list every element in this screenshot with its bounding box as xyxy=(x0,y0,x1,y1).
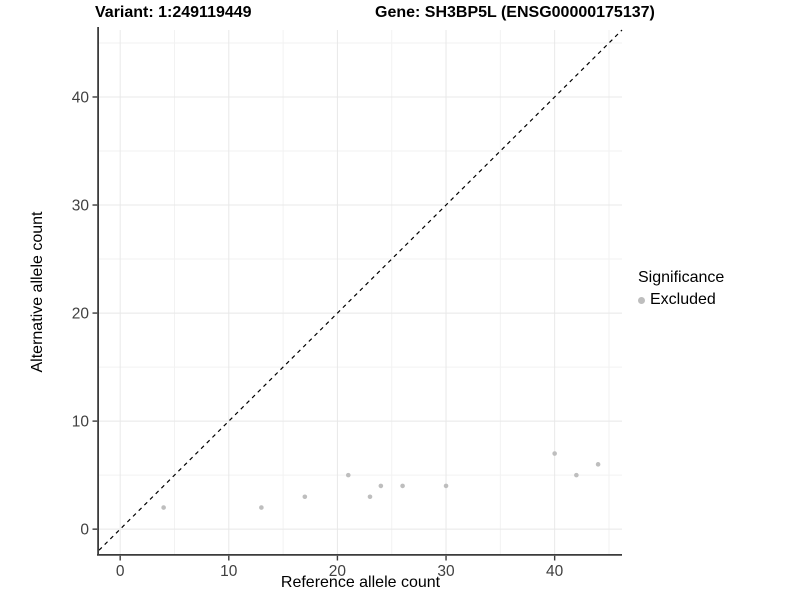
y-tick-label: 10 xyxy=(72,414,90,431)
y-tick-label: 20 xyxy=(72,306,90,323)
data-point xyxy=(259,505,264,510)
legend-item-excluded: Excluded xyxy=(638,290,724,310)
x-tick-label: 20 xyxy=(329,563,347,580)
legend: Significance Excluded xyxy=(638,269,724,310)
data-point xyxy=(378,483,384,489)
legend-item-label: Excluded xyxy=(650,291,716,308)
legend-title: Significance xyxy=(638,269,725,286)
x-axis-title: Reference allele count xyxy=(280,574,441,591)
data-point xyxy=(443,483,449,489)
y-tick-label: 40 xyxy=(72,89,90,106)
data-point xyxy=(595,462,601,467)
x-tick-label: 30 xyxy=(437,563,455,580)
data-point xyxy=(161,505,166,510)
data-point xyxy=(400,483,405,489)
data-point xyxy=(552,451,557,456)
x-tick-label: 40 xyxy=(546,563,564,580)
data-point xyxy=(302,494,308,500)
legend-point-icon xyxy=(638,296,645,304)
data-point xyxy=(367,494,373,500)
y-axis-title: Alternative allele count xyxy=(29,211,46,373)
x-tick-label: 0 xyxy=(116,563,125,580)
data-point xyxy=(345,472,351,478)
plot-title-variant: Variant: 1:249119449 xyxy=(95,4,252,21)
plot-title-gene: Gene: SH3BP5L (ENSG00000175137) xyxy=(375,4,655,21)
x-tick-label: 10 xyxy=(220,563,238,580)
y-tick-label: 0 xyxy=(80,522,89,539)
y-tick-label: 30 xyxy=(72,198,90,215)
data-point xyxy=(574,472,579,478)
identity-line xyxy=(98,29,623,551)
